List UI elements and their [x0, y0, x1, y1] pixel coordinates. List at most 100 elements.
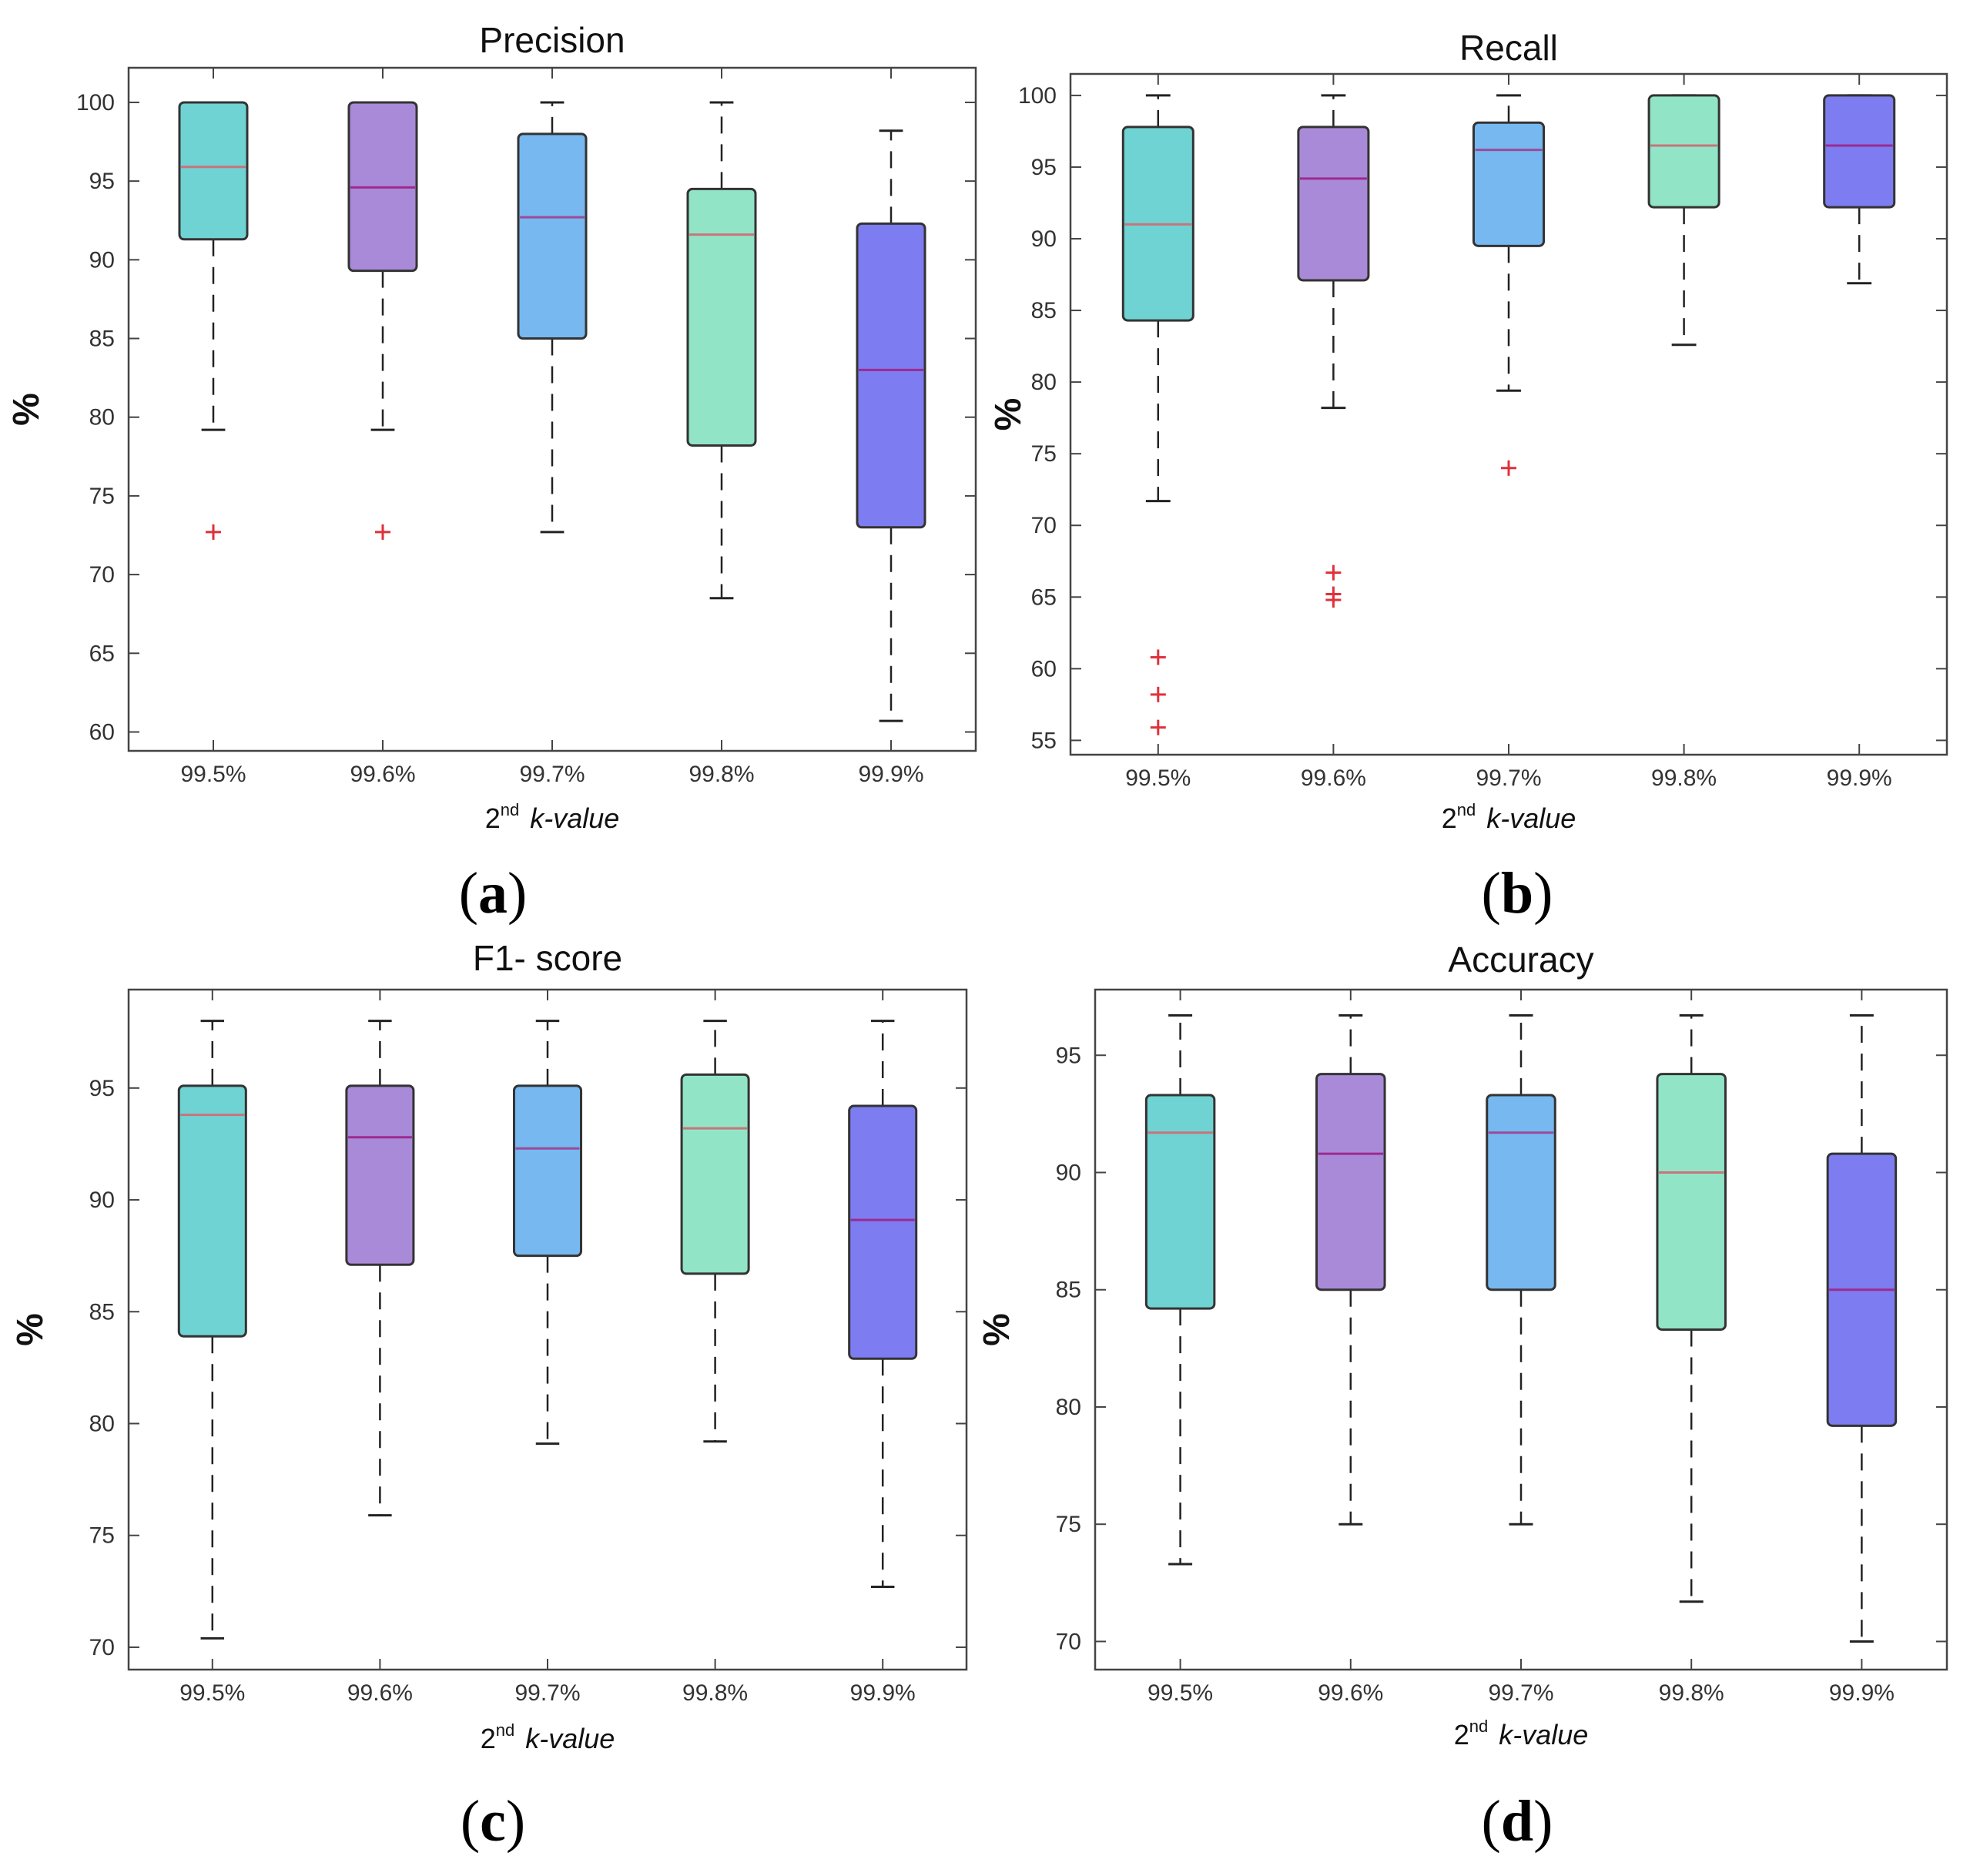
x-label-ordinal: 2: [481, 1723, 496, 1754]
box-99.6%: [345, 1020, 415, 1517]
y-tick-label: 70: [89, 562, 115, 588]
x-label-ordinal: 2: [1454, 1719, 1469, 1750]
x-tick-label: 99.6%: [1301, 765, 1366, 791]
x-label-text: k-value: [1499, 1719, 1588, 1750]
chart-title: Precision: [479, 20, 625, 60]
x-tick-label: 99.5%: [179, 1680, 245, 1706]
panel-paren-close: ): [1533, 1789, 1553, 1854]
box-99.5%: [178, 101, 249, 540]
chart-title: Accuracy: [1448, 940, 1593, 980]
x-tick-label: 99.8%: [1651, 765, 1717, 791]
y-tick-label: 70: [89, 1635, 115, 1660]
iqr-box: [178, 101, 249, 241]
y-tick-label: 85: [1031, 298, 1057, 323]
x-tick-label: 99.9%: [1827, 765, 1892, 791]
x-tick-label: 99.6%: [350, 762, 415, 787]
panel-label: (a): [459, 861, 528, 926]
iqr-box: [1315, 1073, 1386, 1291]
box-99.6%: [1315, 1013, 1386, 1526]
x-axis-label: 2nd k-value: [485, 800, 620, 834]
y-tick-label: 70: [1056, 1629, 1081, 1654]
iqr-box: [1297, 126, 1370, 282]
box-99.8%: [680, 1020, 750, 1443]
panel-label: (d): [1482, 1789, 1553, 1854]
panel-d: 70 75 80 85 90 95 99.5% 99.6% 99.7% 99.8% 99.9% Acc…: [977, 940, 1948, 1854]
y-tick-label: 75: [89, 1523, 115, 1549]
panel-letter: b: [1501, 861, 1533, 926]
y-tick-label: 65: [1031, 585, 1057, 610]
y-tick-label: 75: [1056, 1512, 1081, 1537]
y-tick-label: 80: [89, 405, 115, 430]
y-tick-label: 60: [89, 719, 115, 745]
x-axis-label: 2nd k-value: [1442, 800, 1576, 834]
outlier-marker: [1325, 592, 1342, 608]
y-axis-label: %: [988, 398, 1029, 431]
iqr-box: [512, 1084, 583, 1258]
panel-letter: c: [480, 1789, 506, 1854]
iqr-box: [345, 1084, 415, 1266]
outlier-marker: [1325, 564, 1342, 581]
panel-paren-close: ): [1533, 861, 1553, 926]
box-99.7%: [517, 101, 588, 534]
x-tick-label: 99.8%: [682, 1680, 748, 1706]
iqr-box: [177, 1084, 247, 1338]
y-tick-label: 95: [89, 169, 115, 194]
iqr-box: [680, 1073, 750, 1275]
box-99.8%: [1647, 94, 1720, 347]
box-99.9%: [1826, 1013, 1898, 1643]
y-tick-label: 80: [1056, 1395, 1081, 1420]
x-label-text: k-value: [525, 1723, 615, 1754]
y-tick-label: 90: [1056, 1160, 1081, 1185]
x-label-superscript: nd: [501, 800, 519, 819]
y-tick-label: 90: [89, 247, 115, 273]
outlier-marker: [206, 524, 221, 540]
outlier-marker: [375, 524, 390, 540]
y-axis-label: %: [10, 1313, 51, 1346]
panel-b: 55 60 65 70 75 80 85 90 95 100 99.5% 99.6% 99.7% 99.8…: [988, 28, 1948, 926]
x-tick-label: 99.8%: [688, 762, 754, 787]
box-99.6%: [347, 101, 418, 540]
x-tick-label: 99.9%: [858, 762, 923, 787]
panel-a: 60 65 70 75 80 85 90 95 100 99.5% 99.6% 99.7% 99.8% 9…: [6, 20, 977, 926]
iqr-box: [848, 1104, 918, 1360]
chart-title: F1- score: [473, 938, 622, 978]
y-tick-label: 75: [89, 484, 115, 509]
iqr-box: [1472, 121, 1546, 247]
y-tick-label: 90: [1031, 226, 1057, 252]
y-tick-label: 95: [89, 1076, 115, 1101]
x-tick-label: 99.5%: [1125, 765, 1191, 791]
box-99.7%: [1486, 1013, 1556, 1526]
panel-paren-open: (: [1482, 1789, 1501, 1854]
y-tick-label: 75: [1031, 441, 1057, 467]
y-tick-label: 60: [1031, 656, 1057, 682]
y-axis-label: %: [6, 393, 47, 426]
y-tick-label: 90: [89, 1188, 115, 1213]
x-tick-label: 99.6%: [1318, 1680, 1383, 1706]
outlier-marker: [1150, 719, 1166, 735]
x-tick-label: 99.5%: [1147, 1680, 1213, 1706]
y-tick-label: 65: [89, 641, 115, 666]
iqr-box: [686, 187, 757, 447]
panel-label: (c): [461, 1789, 525, 1854]
x-tick-label: 99.6%: [347, 1680, 413, 1706]
panel-paren-close: ): [506, 1789, 525, 1854]
x-label-superscript: nd: [1457, 800, 1476, 819]
y-tick-label: 100: [76, 90, 115, 116]
box-99.9%: [848, 1020, 918, 1589]
panel-label: (b): [1482, 861, 1553, 926]
outlier-marker: [1501, 460, 1516, 476]
x-tick-label: 99.7%: [514, 1680, 580, 1706]
x-tick-label: 99.9%: [1829, 1680, 1895, 1706]
x-tick-label: 99.7%: [519, 762, 585, 787]
x-label-superscript: nd: [496, 1720, 514, 1740]
x-label-ordinal: 2: [485, 802, 501, 834]
y-tick-label: 80: [89, 1411, 115, 1436]
y-tick-label: 85: [89, 327, 115, 352]
y-tick-label: 70: [1031, 513, 1057, 538]
iqr-box: [517, 132, 588, 340]
y-tick-label: 100: [1018, 83, 1057, 109]
x-axis-label: 2nd k-value: [481, 1720, 615, 1754]
outlier-marker: [1150, 649, 1166, 665]
panel-paren-open: (: [461, 1789, 480, 1854]
